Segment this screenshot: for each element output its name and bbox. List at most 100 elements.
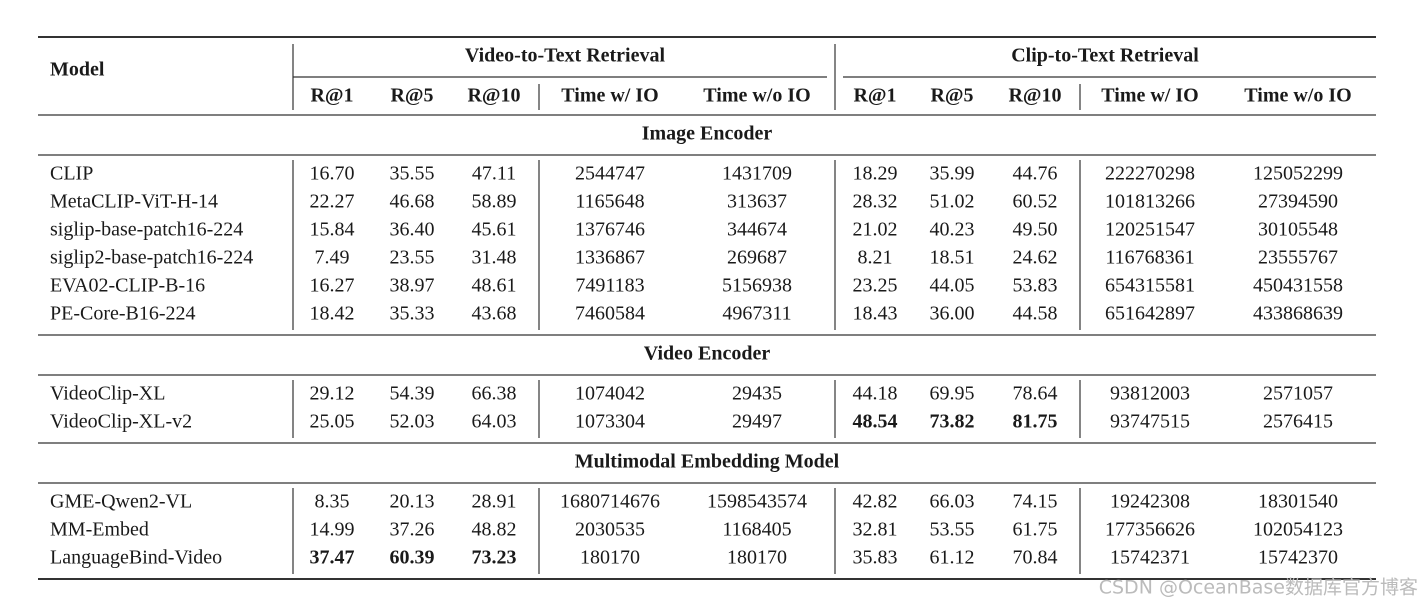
model-name: VideoClip-XL-v2	[50, 411, 192, 433]
cell: 52.03	[390, 411, 435, 433]
cell: 93747515	[1110, 411, 1190, 433]
cell: 42.82	[853, 491, 898, 513]
cell: 66.38	[472, 383, 517, 405]
cell: 60.39	[390, 547, 435, 569]
cell: 48.82	[472, 519, 517, 541]
cell: 35.83	[853, 547, 898, 569]
group-header: Video-to-Text Retrieval	[465, 45, 666, 67]
cell: 18.51	[930, 247, 975, 269]
cell: 1680714676	[560, 491, 660, 513]
column-header: Time w/o IO	[703, 85, 810, 107]
header-model: Model	[50, 59, 105, 81]
cell: 2030535	[575, 519, 645, 541]
watermark: CSDN @OceanBase数据库官方博客	[1099, 577, 1418, 599]
cell: 35.33	[390, 303, 435, 325]
cell: 15.84	[310, 219, 355, 241]
model-name: siglip2-base-patch16-224	[50, 247, 253, 269]
column-header: R@10	[1008, 85, 1061, 107]
cell: 47.11	[472, 163, 516, 185]
section-title: Multimodal Embedding Model	[575, 451, 840, 473]
cell: 93812003	[1110, 383, 1190, 405]
column-header: Time w/ IO	[1101, 85, 1198, 107]
cell: 269687	[727, 247, 787, 269]
cell: 222270298	[1105, 163, 1195, 185]
cell: 81.75	[1013, 411, 1058, 433]
cell: 1376746	[575, 219, 645, 241]
cell: 44.05	[930, 275, 975, 297]
cell: 1336867	[575, 247, 645, 269]
cell: 35.55	[390, 163, 435, 185]
model-name: CLIP	[50, 163, 93, 185]
cell: 25.05	[310, 411, 355, 433]
cell: 37.47	[310, 547, 355, 569]
cell: 58.89	[472, 191, 517, 213]
column-header: R@1	[853, 85, 896, 107]
cell: 44.58	[1013, 303, 1058, 325]
cell: 180170	[580, 547, 640, 569]
model-name: LanguageBind-Video	[50, 547, 222, 569]
cell: 2576415	[1263, 411, 1333, 433]
cell: 24.62	[1013, 247, 1058, 269]
cell: 51.02	[930, 191, 975, 213]
cell: 18.43	[853, 303, 898, 325]
cell: 74.15	[1013, 491, 1058, 513]
cell: 45.61	[472, 219, 517, 241]
cell: 7.49	[315, 247, 350, 269]
cell: 44.76	[1013, 163, 1058, 185]
cell: 61.75	[1013, 519, 1058, 541]
cell: 43.68	[472, 303, 517, 325]
cell: 15742370	[1258, 547, 1338, 569]
cell: 53.83	[1013, 275, 1058, 297]
cell: 28.32	[853, 191, 898, 213]
cell: 21.02	[853, 219, 898, 241]
cell: 61.12	[930, 547, 975, 569]
cell: 73.82	[930, 411, 975, 433]
cell: 7491183	[575, 275, 644, 297]
model-name: MetaCLIP-ViT-H-14	[50, 191, 218, 213]
cell: 1165648	[575, 191, 644, 213]
cell: 30105548	[1258, 219, 1338, 241]
cell: 73.23	[472, 547, 517, 569]
cell: 313637	[727, 191, 787, 213]
cell: 4967311	[722, 303, 791, 325]
cell: 101813266	[1105, 191, 1195, 213]
cell: 70.84	[1013, 547, 1058, 569]
cell: 44.18	[853, 383, 898, 405]
cell: 37.26	[390, 519, 435, 541]
cell: 102054123	[1253, 519, 1343, 541]
cell: 18.42	[310, 303, 355, 325]
section-title: Image Encoder	[642, 123, 773, 145]
cell: 64.03	[472, 411, 517, 433]
cell: 36.40	[390, 219, 435, 241]
cell: 20.13	[390, 491, 435, 513]
cell: 18301540	[1258, 491, 1338, 513]
cell: 8.21	[858, 247, 893, 269]
cell: 22.27	[310, 191, 355, 213]
cell: 344674	[727, 219, 787, 241]
cell: 1074042	[575, 383, 645, 405]
cell: 16.27	[310, 275, 355, 297]
cell: 69.95	[930, 383, 975, 405]
column-header: R@5	[930, 85, 973, 107]
column-header: R@5	[390, 85, 433, 107]
cell: 433868639	[1253, 303, 1343, 325]
cell: 29.12	[310, 383, 355, 405]
cell: 19242308	[1110, 491, 1190, 513]
cell: 29497	[732, 411, 782, 433]
cell: 29435	[732, 383, 782, 405]
cell: 177356626	[1105, 519, 1195, 541]
model-name: GME-Qwen2-VL	[50, 491, 192, 513]
model-name: PE-Core-B16-224	[50, 303, 196, 325]
cell: 450431558	[1253, 275, 1343, 297]
cell: 48.61	[472, 275, 517, 297]
cell: 32.81	[853, 519, 898, 541]
cell: 23.55	[390, 247, 435, 269]
model-name: MM-Embed	[50, 519, 149, 541]
cell: 7460584	[575, 303, 645, 325]
cell: 40.23	[930, 219, 975, 241]
model-name: siglip-base-patch16-224	[50, 219, 243, 241]
cell: 49.50	[1013, 219, 1058, 241]
cell: 27394590	[1258, 191, 1338, 213]
cell: 35.99	[930, 163, 975, 185]
